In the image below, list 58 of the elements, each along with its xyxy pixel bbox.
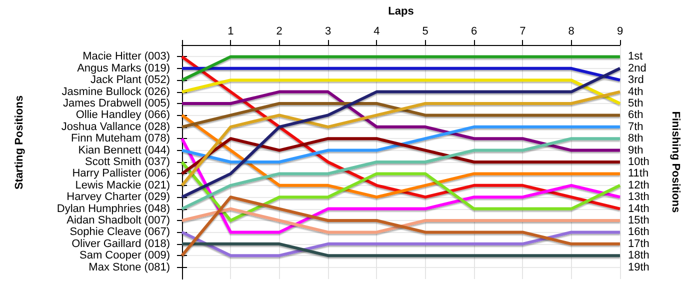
series-label: Jasmine Bullock (026) [62, 86, 170, 98]
y-tick-label: 6th [628, 109, 644, 122]
x-tick-label: 9 [616, 26, 624, 38]
x-axis-title: Laps [388, 6, 414, 18]
series-label: Sam Cooper (009) [80, 250, 170, 262]
series-label: Macie Hitter (003) [82, 50, 170, 63]
y-tick-label: 9th [628, 144, 644, 156]
y-tick-label: 15th [628, 214, 650, 226]
y-tick-label: 7th [628, 120, 644, 133]
y-tick-label: 17th [628, 238, 650, 250]
y-tick-label: 1st [628, 50, 643, 63]
y-tick-label: 13th [628, 191, 650, 204]
y-tick-label: 19th [628, 261, 650, 274]
y-tick-label: 8th [628, 132, 644, 145]
line-series [180, 137, 622, 176]
series-label: Dylan Humphries (048) [56, 202, 170, 215]
y-tick-label: 11th [628, 168, 649, 180]
y-tick-label: 5th [628, 98, 644, 110]
series-label: Angus Marks (019) [77, 62, 170, 74]
line-series [180, 137, 622, 210]
text: Starting Positions [14, 95, 26, 190]
y-tick-label: 18th [628, 250, 650, 262]
x-tick-label: 4 [374, 26, 380, 38]
series-label: Harry Pallister (006) [72, 168, 170, 180]
y-tick-label: 2nd [628, 62, 646, 74]
y-tick-label: 10th [628, 156, 650, 168]
line-series [180, 125, 622, 164]
y-tick-label: 4th [628, 86, 644, 98]
line-series [180, 90, 622, 152]
series-label: Oliver Gaillard (018) [72, 238, 170, 250]
series-label: Joshua Vallance (028) [61, 120, 170, 133]
x-tick-label: 2 [276, 26, 282, 38]
series-label: Jack Plant (052) [90, 74, 170, 86]
y-tick-label: 3rd [628, 74, 644, 86]
series-label: Kian Bennett (044) [78, 144, 170, 156]
series-label: Ollie Handley (066) [76, 109, 170, 122]
x-tick-label: 1 [228, 26, 234, 38]
x-tick-label: 3 [324, 26, 332, 38]
series-label: Harvey Charter (029) [66, 191, 170, 204]
x-tick-label: 8 [568, 26, 574, 38]
y-axis-title: Finishing Positions [670, 111, 682, 213]
series-label: Lewis Mackie (021) [75, 179, 170, 192]
text: Max Stone (081) [88, 261, 170, 274]
y-tick-label: 16th [628, 226, 650, 238]
series-label: Finn Muteham (078) [70, 132, 170, 145]
series-label: James Drabwell (005) [63, 98, 170, 110]
y-tick-label: 14th [628, 202, 650, 215]
series-label: Scott Smith (037) [85, 156, 170, 168]
line-series [180, 90, 622, 187]
series-label: Sophie Cleave (067) [70, 226, 170, 238]
line-series [180, 114, 622, 199]
x-tick-label: 6 [470, 26, 478, 38]
y-tick-label: 12th [628, 179, 650, 192]
series-label: Aidan Shadbolt (007) [66, 214, 170, 226]
x-tick-label: 5 [422, 26, 428, 38]
line-series [180, 196, 622, 258]
line-series [180, 160, 622, 222]
x-tick-label: 7 [520, 26, 526, 38]
